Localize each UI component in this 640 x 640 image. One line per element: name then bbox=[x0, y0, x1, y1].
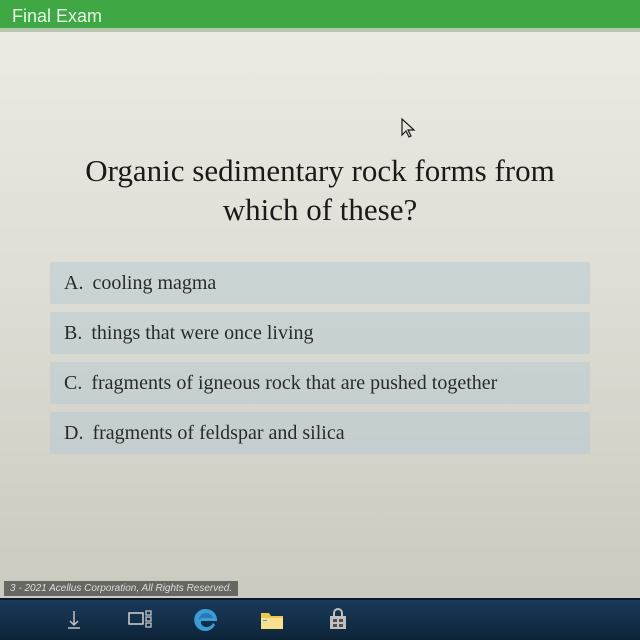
content-area: Organic sedimentary rock forms from whic… bbox=[0, 32, 640, 600]
answer-label: A. bbox=[64, 272, 83, 294]
answer-label: C. bbox=[64, 372, 82, 394]
exam-window: Final Exam Organic sedimentary rock form… bbox=[0, 0, 640, 600]
store-icon[interactable] bbox=[324, 606, 352, 634]
answer-text: things that were once living bbox=[91, 322, 313, 344]
answer-text: cooling magma bbox=[92, 272, 216, 294]
answer-label: B. bbox=[64, 322, 82, 344]
answer-option-a[interactable]: A. cooling magma bbox=[50, 262, 590, 304]
file-explorer-icon[interactable] bbox=[258, 606, 286, 634]
header-title: Final Exam bbox=[12, 6, 102, 26]
footer-copyright: 3 - 2021 Acellus Corporation, All Rights… bbox=[4, 581, 238, 596]
answer-text: fragments of feldspar and silica bbox=[92, 422, 344, 444]
answer-option-b[interactable]: B. things that were once living bbox=[50, 312, 590, 354]
task-view-icon[interactable] bbox=[126, 606, 154, 634]
header-bar: Final Exam bbox=[0, 0, 640, 32]
cursor-icon bbox=[400, 117, 418, 145]
system-tray-icon[interactable] bbox=[60, 606, 88, 634]
edge-browser-icon[interactable] bbox=[192, 606, 220, 634]
answer-label: D. bbox=[64, 422, 83, 444]
answer-option-c[interactable]: C. fragments of igneous rock that are pu… bbox=[50, 362, 590, 404]
taskbar-border bbox=[0, 598, 640, 600]
taskbar bbox=[0, 600, 640, 640]
answer-option-d[interactable]: D. fragments of feldspar and silica bbox=[50, 412, 590, 454]
question-text: Organic sedimentary rock forms from whic… bbox=[50, 152, 590, 230]
answer-text: fragments of igneous rock that are pushe… bbox=[91, 372, 497, 394]
